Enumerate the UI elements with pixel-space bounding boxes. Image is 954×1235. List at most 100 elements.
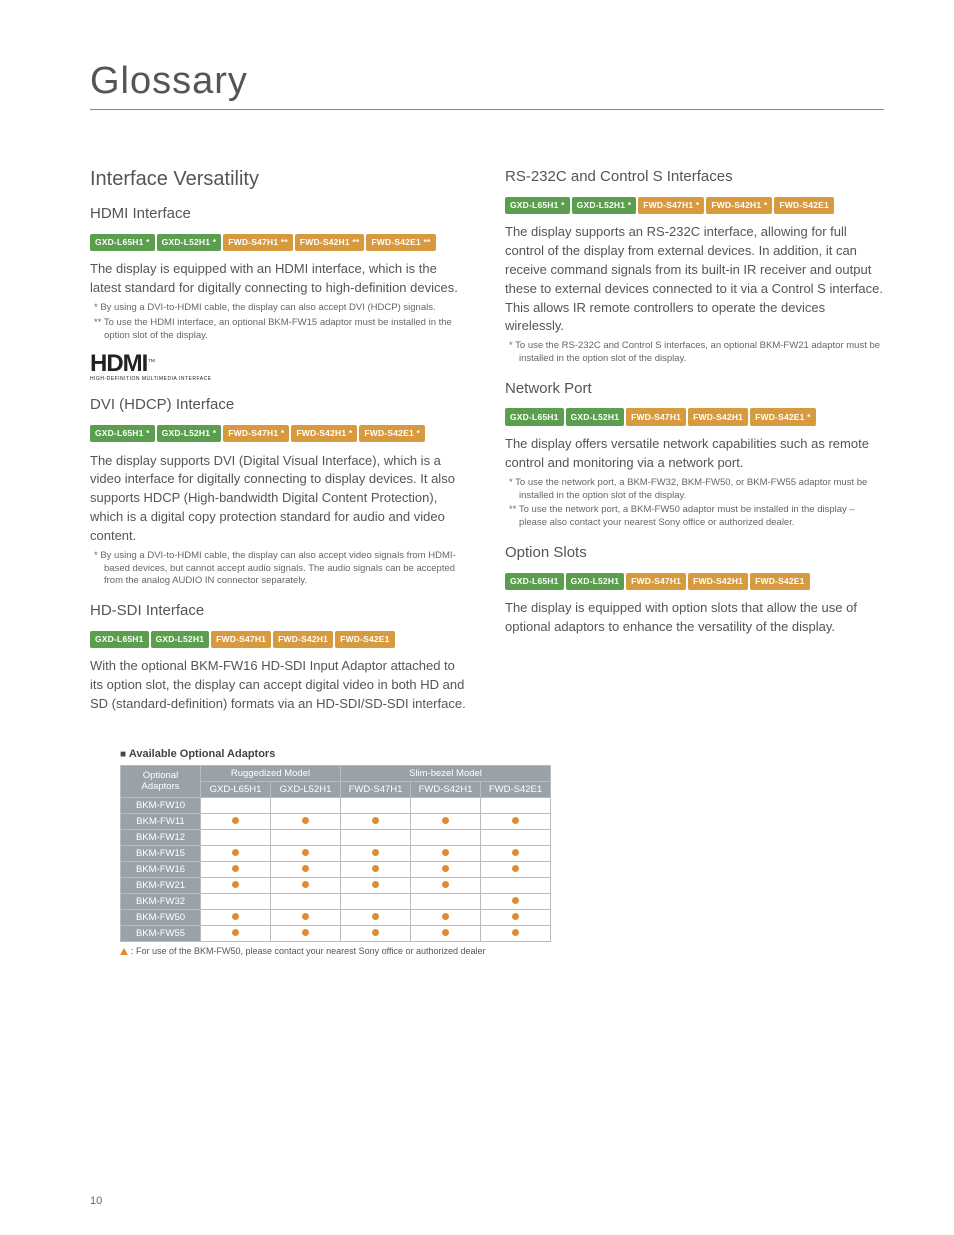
model-tag: FWD-S42E1: [750, 573, 810, 590]
table-column-header: FWD-S47H1: [341, 781, 411, 797]
table-cell: [271, 861, 341, 877]
dot-icon: [442, 865, 449, 872]
table-cell: [341, 893, 411, 909]
body-text: With the optional BKM-FW16 HD-SDI Input …: [90, 657, 469, 714]
dot-icon: [512, 865, 519, 872]
subsection-title: HD-SDI Interface: [90, 602, 469, 619]
model-tag: GXD-L65H1 *: [90, 234, 155, 251]
model-tag: FWD-S42H1 *: [706, 197, 772, 214]
model-tags: GXD-L65H1GXD-L52H1FWD-S47H1FWD-S42H1FWD-…: [505, 566, 884, 593]
table-cell: [411, 925, 481, 941]
dot-icon: [442, 817, 449, 824]
table-cell: [481, 861, 551, 877]
table-row-name: BKM-FW32: [121, 893, 201, 909]
table-row-name: BKM-FW50: [121, 909, 201, 925]
dot-icon: [232, 881, 239, 888]
table-cell: [271, 877, 341, 893]
table-cell: [201, 845, 271, 861]
footnote: ** To use the network port, a BKM-FW50 a…: [505, 504, 884, 530]
dot-icon: [372, 881, 379, 888]
model-tag: FWD-S42H1: [688, 573, 748, 590]
model-tag: GXD-L65H1: [505, 573, 564, 590]
table-row-name: BKM-FW16: [121, 861, 201, 877]
model-tags: GXD-L65H1 *GXD-L52H1 *FWD-S47H1 *FWD-S42…: [90, 418, 469, 445]
adaptors-table-wrap: Available Optional Adaptors Optional Ada…: [120, 748, 884, 956]
table-cell: [481, 909, 551, 925]
model-tag: GXD-L65H1: [505, 408, 564, 425]
table-cell: [341, 909, 411, 925]
subsection-title: DVI (HDCP) Interface: [90, 396, 469, 413]
footnote: ** To use the HDMI interface, an optiona…: [90, 317, 469, 343]
dot-icon: [512, 849, 519, 856]
dot-icon: [372, 817, 379, 824]
table-cell: [201, 925, 271, 941]
dot-icon: [512, 929, 519, 936]
table-cell: [411, 877, 481, 893]
model-tag: GXD-L52H1 *: [157, 425, 222, 442]
model-tag: GXD-L52H1 *: [572, 197, 637, 214]
model-tag: FWD-S42H1 **: [295, 234, 365, 251]
table-cell: [341, 861, 411, 877]
model-tag: GXD-L52H1: [566, 573, 625, 590]
triangle-icon: [120, 948, 128, 955]
table-row-name: BKM-FW21: [121, 877, 201, 893]
model-tag: FWD-S47H1 *: [223, 425, 289, 442]
model-tags: GXD-L65H1GXD-L52H1FWD-S47H1FWD-S42H1FWD-…: [90, 624, 469, 651]
table-corner: Optional Adaptors: [121, 765, 201, 797]
table-cell: [481, 845, 551, 861]
subsection-title: RS-232C and Control S Interfaces: [505, 168, 884, 185]
model-tag: GXD-L65H1 *: [505, 197, 570, 214]
table-cell: [481, 877, 551, 893]
model-tag: GXD-L52H1: [151, 631, 210, 648]
table-cell: [271, 797, 341, 813]
table-column-header: GXD-L65H1: [201, 781, 271, 797]
page-number: 10: [90, 1195, 102, 1207]
footnote: * By using a DVI-to-HDMI cable, the disp…: [90, 302, 469, 315]
dot-icon: [232, 817, 239, 824]
dot-icon: [232, 849, 239, 856]
dot-icon: [232, 929, 239, 936]
table-cell: [481, 829, 551, 845]
table-cell: [411, 893, 481, 909]
table-row-name: BKM-FW55: [121, 925, 201, 941]
dot-icon: [302, 817, 309, 824]
table-cell: [411, 797, 481, 813]
dot-icon: [302, 913, 309, 920]
table-cell: [341, 925, 411, 941]
model-tag: GXD-L65H1: [90, 631, 149, 648]
table-column-header: FWD-S42H1: [411, 781, 481, 797]
dot-icon: [442, 929, 449, 936]
table-row-name: BKM-FW15: [121, 845, 201, 861]
model-tag: GXD-L52H1 *: [157, 234, 222, 251]
table-cell: [481, 893, 551, 909]
table-cell: [411, 813, 481, 829]
model-tag: FWD-S42H1 *: [291, 425, 357, 442]
table-cell: [271, 813, 341, 829]
model-tag: FWD-S47H1: [211, 631, 271, 648]
subsection-title: HDMI Interface: [90, 205, 469, 222]
model-tag: FWD-S42E1 *: [750, 408, 816, 425]
table-cell: [201, 813, 271, 829]
model-tag: FWD-S42E1 **: [366, 234, 435, 251]
dot-icon: [512, 913, 519, 920]
table-cell: [341, 797, 411, 813]
dot-icon: [302, 865, 309, 872]
table-cell: [481, 797, 551, 813]
table-column-header: GXD-L52H1: [271, 781, 341, 797]
dot-icon: [372, 849, 379, 856]
dot-icon: [442, 913, 449, 920]
model-tags: GXD-L65H1 *GXD-L52H1 *FWD-S47H1 **FWD-S4…: [90, 227, 469, 254]
model-tag: FWD-S47H1: [626, 573, 686, 590]
model-tag: GXD-L65H1 *: [90, 425, 155, 442]
table-cell: [341, 877, 411, 893]
page-title: Glossary: [90, 60, 884, 110]
right-column: RS-232C and Control S Interfaces GXD-L65H…: [505, 168, 884, 718]
table-row-name: BKM-FW12: [121, 829, 201, 845]
subsection-title: Option Slots: [505, 544, 884, 561]
table-cell: [201, 909, 271, 925]
dot-icon: [302, 929, 309, 936]
body-text: The display is equipped with an HDMI int…: [90, 260, 469, 298]
left-column: Interface Versatility HDMI InterfaceGXD-…: [90, 168, 469, 718]
footnote: * By using a DVI-to-HDMI cable, the disp…: [90, 550, 469, 588]
dot-icon: [512, 897, 519, 904]
